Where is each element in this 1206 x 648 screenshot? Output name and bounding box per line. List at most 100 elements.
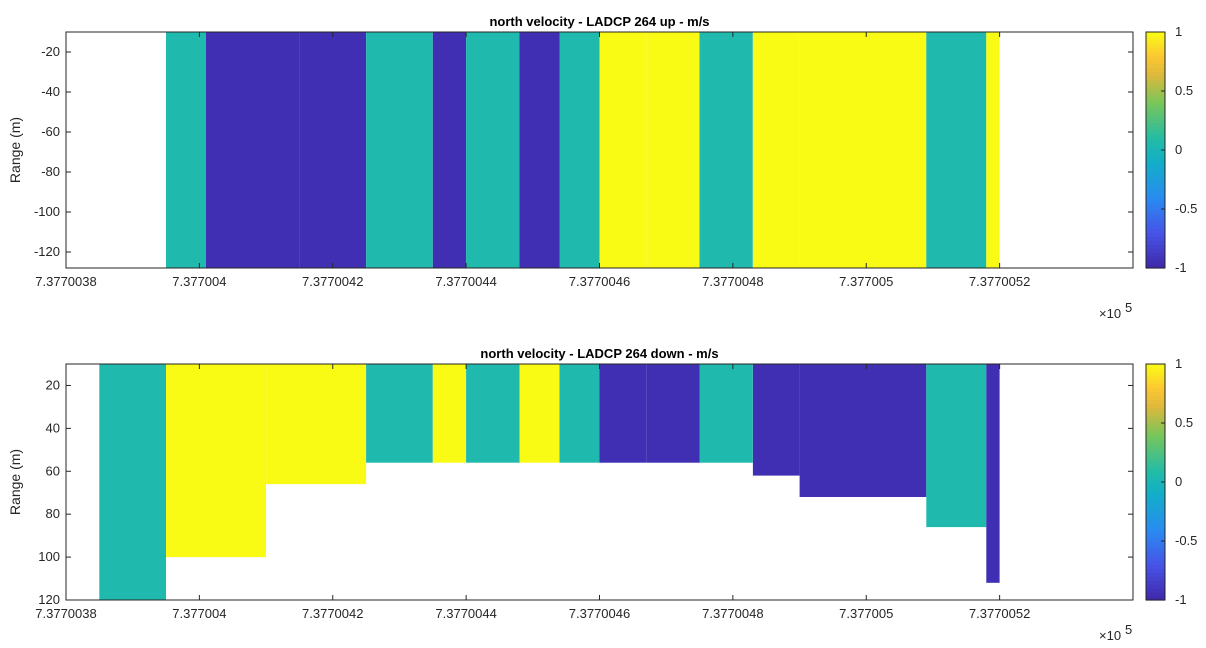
heatmap-cell [986, 32, 1000, 268]
heatmap-cell [299, 32, 367, 268]
y-tick-label: 40 [46, 420, 60, 435]
chart-title: north velocity - LADCP 264 down - m/s [480, 346, 718, 361]
colorbar-segment [1146, 118, 1165, 124]
colorbar-segment [1146, 197, 1165, 202]
colorbar-segment [1146, 521, 1165, 526]
colorbar-segment [1146, 391, 1165, 397]
colorbar-segment [1146, 224, 1165, 230]
colorbar-tick-label: 1 [1175, 24, 1182, 39]
colorbar-segment [1146, 122, 1165, 127]
colorbar-segment [1146, 399, 1165, 404]
colorbar-segment [1146, 572, 1165, 577]
colorbar-segment [1146, 110, 1165, 116]
colorbar-segment [1146, 79, 1165, 84]
colorbar-segment [1146, 395, 1165, 400]
heatmap-cell [466, 364, 520, 463]
x-tick-label: 7.377004 [172, 274, 226, 289]
colorbar-segment [1146, 544, 1165, 550]
colorbar-segment [1146, 588, 1165, 593]
colorbar-segment [1146, 126, 1165, 131]
x-axis-multiplier: ×10 [1099, 306, 1121, 321]
colorbar-segment [1146, 537, 1165, 542]
y-tick-label: 80 [46, 506, 60, 521]
colorbar-segment [1146, 426, 1165, 432]
colorbar-segment [1146, 482, 1165, 487]
colorbar-segment [1146, 153, 1165, 159]
heatmap-cell [99, 364, 166, 600]
colorbar-segment [1146, 51, 1165, 57]
colorbar-segment [1146, 576, 1165, 581]
colorbar-segment [1146, 177, 1165, 183]
heatmap-cell [206, 32, 300, 268]
colorbar-segment [1146, 525, 1165, 530]
heatmap-cell [752, 32, 800, 268]
colorbar-segment [1146, 419, 1165, 424]
colorbar-segment [1146, 205, 1165, 210]
y-tick-label: -100 [34, 204, 60, 219]
heatmap-cell [559, 364, 600, 463]
heatmap-cell [599, 364, 647, 463]
colorbar-segment [1146, 32, 1165, 37]
heatmap-cell [559, 32, 600, 268]
colorbar-segment [1146, 430, 1165, 436]
colorbar-segment [1146, 59, 1165, 65]
colorbar-segment [1146, 423, 1165, 428]
colorbar-segment [1146, 240, 1165, 245]
colorbar-segment [1146, 256, 1165, 261]
x-tick-label: 7.377004 [172, 606, 226, 621]
colorbar-segment [1146, 375, 1165, 381]
colorbar-segment [1146, 509, 1165, 515]
x-tick-label: 7.3770048 [702, 274, 763, 289]
y-tick-label: 100 [38, 549, 60, 564]
colorbar-segment [1146, 564, 1165, 570]
colorbar-segment [1146, 212, 1165, 218]
y-axis-label: Range (m) [7, 449, 23, 515]
colorbar-segment [1146, 39, 1165, 45]
x-tick-label: 7.3770048 [702, 606, 763, 621]
heatmap-cell [166, 364, 266, 558]
x-tick-label: 7.3770044 [435, 606, 496, 621]
colorbar-segment [1146, 63, 1165, 68]
colorbar-segment [1146, 367, 1165, 373]
x-axis-multiplier: ×10 [1099, 628, 1121, 643]
heatmap-cell [519, 364, 560, 463]
heatmap-cell [432, 32, 467, 268]
heatmap-cell [986, 364, 1000, 583]
colorbar-segment [1146, 55, 1165, 61]
y-axis-label: Range (m) [7, 117, 23, 183]
colorbar-segment [1146, 592, 1165, 597]
colorbar-segment [1146, 548, 1165, 554]
x-tick-label: 7.3770042 [302, 274, 363, 289]
colorbar-tick-label: -0.5 [1175, 201, 1197, 216]
colorbar-segment [1146, 264, 1165, 269]
colorbar-segment [1146, 193, 1165, 198]
colorbar-segment [1146, 201, 1165, 206]
colorbar-segment [1146, 232, 1165, 238]
colorbar-segment [1146, 458, 1165, 463]
colorbar-segment [1146, 403, 1165, 408]
colorbar-segment [1146, 252, 1165, 257]
y-tick-label: -60 [41, 124, 60, 139]
colorbar-segment [1146, 138, 1165, 143]
heatmap-cell [366, 32, 433, 268]
x-axis-multiplier-exponent: 5 [1125, 622, 1132, 637]
colorbar-segment [1146, 474, 1165, 479]
x-tick-label: 7.3770044 [435, 274, 496, 289]
y-tick-label: -20 [41, 44, 60, 59]
y-tick-label: -40 [41, 84, 60, 99]
colorbar-segment [1146, 165, 1165, 171]
colorbar-segment [1146, 157, 1165, 163]
colorbar-segment [1146, 478, 1165, 483]
colorbar-segment [1146, 216, 1165, 222]
heatmap-cell [646, 364, 700, 463]
x-tick-label: 7.3770038 [35, 606, 96, 621]
colorbar-segment [1146, 584, 1165, 589]
colorbar-segment [1146, 552, 1165, 558]
colorbar-segment [1146, 248, 1165, 253]
colorbar-segment [1146, 150, 1165, 155]
colorbar-segment [1146, 462, 1165, 467]
colorbar-segment [1146, 220, 1165, 226]
chart-title: north velocity - LADCP 264 up - m/s [489, 14, 709, 29]
colorbar-segment [1146, 71, 1165, 76]
colorbar-segment [1146, 371, 1165, 377]
